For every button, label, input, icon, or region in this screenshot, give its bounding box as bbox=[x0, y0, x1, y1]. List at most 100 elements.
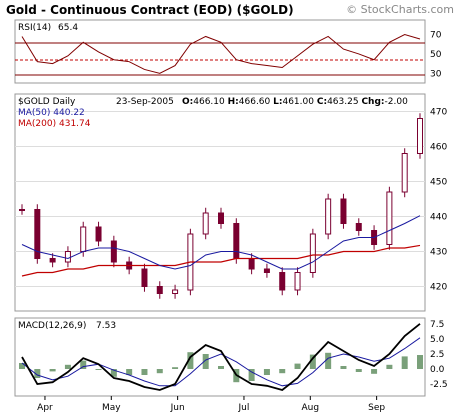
price-candle bbox=[64, 251, 71, 263]
rsi-value: 65.4 bbox=[58, 23, 78, 33]
open-value: 466.10 bbox=[193, 97, 225, 107]
macd-histogram-bar bbox=[141, 369, 148, 375]
close-label: C: bbox=[317, 97, 327, 107]
price-candle bbox=[279, 272, 286, 291]
macd-histogram-bar bbox=[371, 369, 378, 374]
macd-histogram-bar bbox=[202, 354, 209, 369]
rsi-y-ticks: 70 50 30 bbox=[430, 31, 442, 80]
macd-histogram-bar bbox=[417, 355, 423, 369]
ma200-label: MA(200) bbox=[18, 119, 56, 129]
price-candle bbox=[110, 240, 117, 263]
price-candle bbox=[141, 268, 148, 287]
x-axis: Apr May Jun Jul Aug Sep bbox=[37, 396, 385, 413]
price-candle bbox=[172, 289, 179, 294]
price-candle bbox=[294, 272, 301, 291]
macd-histogram-bar bbox=[172, 367, 179, 369]
ma200-legend: MA(200) 431.74 bbox=[18, 119, 91, 129]
macd-histogram-bar bbox=[218, 366, 224, 369]
price-candle bbox=[263, 268, 270, 273]
x-axis-month-label: Jul bbox=[238, 403, 250, 413]
price-candle bbox=[325, 198, 332, 235]
macd-tick-label: 0.0 bbox=[430, 365, 445, 375]
price-candle bbox=[95, 226, 102, 242]
price-candle bbox=[156, 286, 163, 294]
price-candle bbox=[386, 191, 393, 245]
x-axis-month-label: May bbox=[102, 403, 121, 413]
macd-histogram-bar bbox=[95, 369, 102, 370]
rsi-panel: RSI(14) 65.4 70 50 30 bbox=[14, 19, 442, 84]
price-candle bbox=[355, 223, 362, 231]
ma50-legend: MA(50) 440.22 bbox=[18, 108, 85, 118]
price-candle bbox=[309, 233, 316, 273]
rsi-tick-label: 30 bbox=[430, 69, 442, 79]
rsi-tick-label: 70 bbox=[430, 31, 442, 41]
macd-histogram-bar bbox=[126, 369, 133, 375]
open-label: O: bbox=[182, 97, 193, 107]
macd-panel: 7.5 5.0 2.5 0.0 -2.5 MACD(12,26,9) 7.53 bbox=[14, 317, 448, 397]
macd-histogram-bar bbox=[325, 352, 332, 369]
macd-histogram-bar bbox=[110, 369, 117, 377]
macd-histogram-bar bbox=[34, 369, 41, 378]
price-candle bbox=[49, 258, 56, 263]
price-candle bbox=[218, 212, 224, 224]
macd-line bbox=[21, 323, 421, 391]
price-candle bbox=[233, 223, 240, 259]
macd-histogram-bar bbox=[355, 369, 362, 372]
price-tick-label: 470 bbox=[430, 108, 447, 118]
price-candle bbox=[19, 209, 25, 211]
price-candle bbox=[340, 198, 347, 224]
ma50-line bbox=[21, 215, 421, 270]
low-label: L: bbox=[273, 97, 282, 107]
x-axis-month-label: Sep bbox=[368, 403, 385, 413]
price-candle bbox=[34, 209, 41, 259]
price-tick-label: 440 bbox=[430, 213, 447, 223]
x-axis-month-label: Apr bbox=[37, 403, 53, 413]
ma50-value: 440.22 bbox=[53, 108, 85, 118]
price-y-ticks: 470 460 450 440 430 420 bbox=[430, 108, 447, 293]
symbol-label: $GOLD Daily bbox=[18, 97, 76, 107]
price-candle bbox=[202, 212, 209, 235]
rsi-tick-label: 50 bbox=[430, 50, 442, 60]
quote-date: 23-Sep-2005 bbox=[116, 97, 174, 107]
price-tick-label: 460 bbox=[430, 143, 447, 153]
macd-histogram-bar bbox=[279, 369, 286, 374]
macd-value: 7.53 bbox=[96, 321, 116, 331]
price-panel: 470 460 450 440 430 420 $GOLD Daily 23-Sep-20… bbox=[14, 93, 447, 312]
watermark: © StockCharts.com bbox=[346, 3, 454, 16]
rsi-frame bbox=[14, 19, 426, 84]
macd-histogram-bar bbox=[64, 364, 71, 369]
macd-histogram-bar bbox=[49, 369, 56, 372]
macd-tick-label: 7.5 bbox=[430, 320, 444, 330]
ma200-line bbox=[21, 244, 421, 277]
x-axis-month-label: Aug bbox=[302, 403, 320, 413]
macd-histogram-bar bbox=[187, 352, 194, 369]
macd-tick-label: 2.5 bbox=[430, 350, 444, 360]
macd-histogram-bar bbox=[19, 363, 25, 369]
macd-label: MACD(12,26,9) bbox=[18, 321, 86, 331]
price-candle bbox=[401, 153, 408, 193]
price-tick-label: 430 bbox=[430, 248, 447, 258]
high-label: H: bbox=[228, 97, 239, 107]
ohlc-readout: O:466.10 H:466.60 L:461.00 C:463.25 Chg:… bbox=[182, 97, 408, 107]
macd-histogram-bar bbox=[386, 364, 393, 369]
chg-value: -2.00 bbox=[385, 97, 409, 107]
x-axis-month-label: Jun bbox=[170, 403, 185, 413]
price-tick-label: 420 bbox=[430, 283, 447, 293]
macd-histogram-bar bbox=[309, 354, 316, 369]
macd-histogram-bar bbox=[80, 360, 87, 369]
macd-histogram-bar bbox=[401, 356, 408, 369]
price-candles bbox=[19, 113, 423, 299]
chg-label: Chg: bbox=[361, 97, 384, 107]
price-candle bbox=[417, 118, 423, 154]
chart-title: Gold - Continuous Contract (EOD) ($GOLD) bbox=[6, 3, 294, 17]
ma200-value: 431.74 bbox=[59, 119, 91, 129]
macd-tick-label: -2.5 bbox=[430, 380, 448, 390]
macd-histogram-bar bbox=[248, 369, 255, 381]
macd-y-ticks: 7.5 5.0 2.5 0.0 -2.5 bbox=[430, 320, 448, 390]
price-tick-label: 450 bbox=[430, 178, 447, 188]
rsi-line bbox=[21, 34, 421, 74]
macd-tick-label: 5.0 bbox=[430, 335, 445, 345]
macd-histogram-bar bbox=[263, 369, 270, 375]
macd-histogram-bar bbox=[156, 369, 163, 374]
